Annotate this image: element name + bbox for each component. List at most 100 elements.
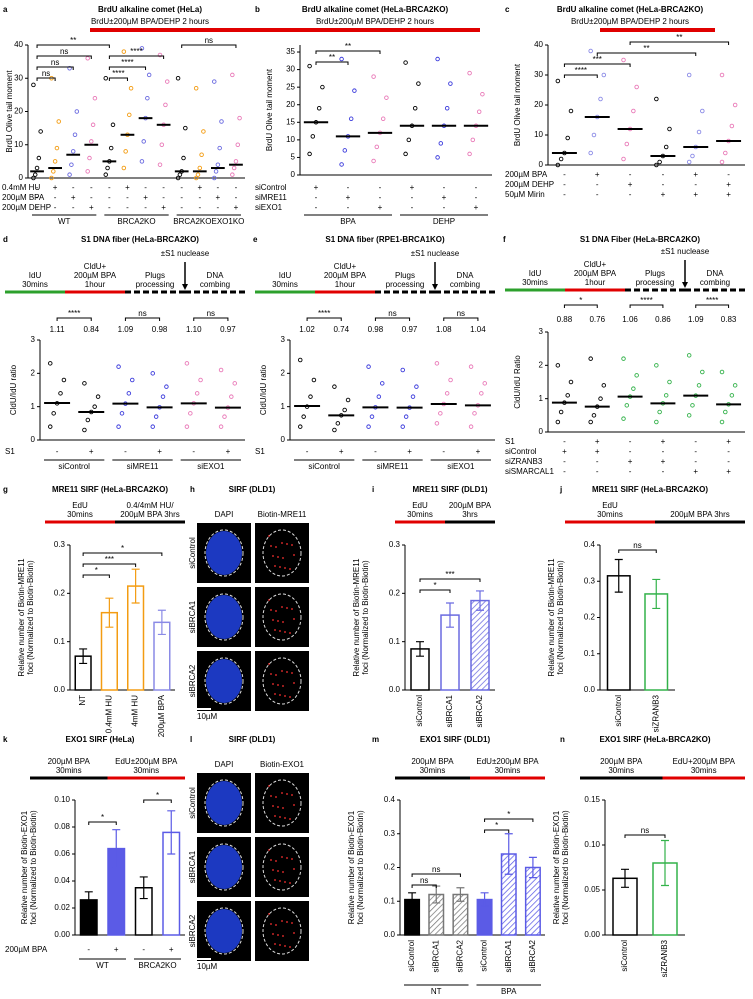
y-tick-label: 0.10: [54, 795, 70, 804]
data-point: [34, 165, 40, 171]
y-tick-label: 0.00: [584, 930, 600, 939]
data-point: [82, 427, 87, 433]
data-point: [121, 165, 127, 171]
data-point: [342, 407, 347, 413]
y-axis-label: Relative number of Biotin-MRE11: [352, 558, 361, 677]
condition-label: siZRANB3: [505, 457, 543, 466]
condition-label: siEXO1: [255, 203, 283, 212]
y-tick-label: 0.02: [54, 903, 70, 912]
error-bar: [139, 876, 148, 900]
data-point: [126, 391, 132, 396]
error-bar: [504, 833, 513, 875]
group-label: siControl: [58, 462, 90, 471]
condition-mark: -: [563, 190, 566, 199]
condition-mark: -: [563, 170, 566, 179]
data-point: [729, 393, 735, 398]
panel-title: SIRF (DLD1): [229, 735, 276, 744]
bar: [470, 599, 490, 691]
significance-bracket: [82, 574, 110, 578]
data-point: [175, 175, 181, 181]
condition-mark: -: [56, 447, 59, 456]
focus: [289, 882, 291, 884]
data-point: [85, 56, 90, 61]
arrow-head: [682, 282, 688, 288]
data-point: [198, 377, 203, 383]
condition-mark: -: [596, 190, 599, 199]
data-point: [307, 63, 312, 69]
significance-bracket: [108, 55, 165, 59]
condition-mark: -: [443, 183, 446, 192]
x-tick-label: siZRANB3: [660, 939, 669, 977]
focus: [270, 923, 272, 925]
significance-bracket: [36, 77, 56, 81]
condition-mark: -: [36, 193, 39, 202]
data-point: [160, 394, 166, 399]
y-tick-label: 0.4: [384, 795, 396, 804]
panel-label: n: [560, 735, 565, 744]
nucleus-outline: [262, 593, 302, 641]
data-point: [568, 379, 574, 385]
x-tick-label: 0.4mM HU: [104, 695, 113, 733]
condition-mark: -: [162, 193, 165, 202]
arrow-label: ±S1 nuclease: [161, 249, 210, 258]
significance-label: **: [676, 33, 682, 42]
data-point: [105, 165, 110, 171]
condition-mark: -: [315, 193, 318, 202]
data-point: [332, 384, 337, 389]
focus: [279, 816, 281, 818]
data-point: [339, 56, 344, 62]
focus: [289, 632, 291, 634]
focus: [274, 879, 276, 881]
panel-label: l: [190, 735, 192, 744]
focus: [272, 805, 274, 807]
y-tick-label: 0.3: [54, 540, 66, 549]
micrograph: [255, 837, 309, 897]
protocol-label: 30mins: [56, 766, 82, 775]
focus: [286, 607, 288, 609]
x-tick-label: siBRCA1: [445, 694, 454, 727]
significance-label: ****: [318, 309, 330, 318]
data-point: [414, 384, 419, 389]
focus: [268, 663, 270, 665]
data-point: [74, 109, 80, 114]
condition-mark: +: [216, 193, 221, 202]
panel-title: MRE11 SIRF (DLD1): [412, 485, 487, 494]
data-point: [92, 95, 98, 101]
data-point: [690, 403, 695, 408]
condition-mark: -: [72, 183, 75, 192]
data-point: [700, 108, 705, 114]
data-point: [298, 357, 303, 363]
y-tick-label: 0.3: [584, 576, 596, 585]
data-point: [121, 49, 127, 54]
data-point: [194, 391, 200, 396]
error-bar: [621, 868, 629, 888]
condition-mark: +: [474, 203, 479, 212]
significance-label: *: [121, 544, 124, 553]
condition-mark: +: [726, 467, 731, 476]
y-tick-label: 0: [281, 435, 286, 444]
micrograph: [255, 523, 309, 583]
condition-mark: +: [693, 467, 698, 476]
data-point: [565, 135, 570, 141]
data-point: [72, 132, 78, 138]
nucleus: [206, 659, 242, 703]
data-point: [150, 371, 155, 376]
bar: [606, 575, 631, 691]
condition-mark: -: [379, 183, 382, 192]
condition-mark: -: [379, 193, 382, 202]
data-point: [657, 159, 662, 165]
error-bar: [661, 839, 669, 887]
data-point: [310, 134, 316, 139]
data-point: [195, 172, 201, 177]
protocol-label: 30mins: [420, 766, 446, 775]
y-tick-label: 0: [539, 427, 544, 436]
condition-label: 200µM DEHP: [505, 180, 554, 189]
y-axis-label: Relative number of Biotin-MRE11: [17, 558, 26, 677]
significance-label: ****: [706, 296, 718, 305]
protocol-label: 30mins: [407, 510, 433, 519]
condition-label: 0.4mM HU: [2, 183, 40, 192]
data-point: [470, 137, 476, 143]
data-point: [139, 46, 145, 51]
x-tick-label: siBRCA2: [528, 939, 537, 972]
focus: [272, 683, 274, 685]
